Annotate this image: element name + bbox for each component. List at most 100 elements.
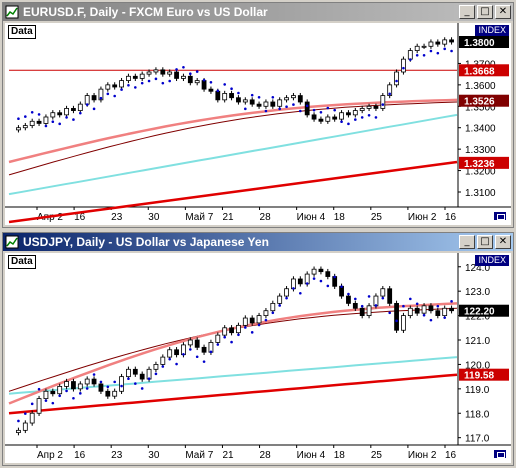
index-label[interactable]: INDEX [475, 255, 509, 266]
close-button[interactable]: ✕ [495, 235, 511, 249]
sar-dot [340, 120, 343, 124]
sar-dot [182, 352, 185, 356]
y-tick-label: 1.3300 [465, 145, 496, 156]
sar-dot [51, 120, 55, 124]
close-button[interactable]: ✕ [495, 5, 511, 19]
candle-body [311, 268, 317, 275]
data-label[interactable]: Data [8, 255, 36, 269]
sar-dot [354, 297, 357, 301]
candle-body [208, 88, 214, 92]
sar-dot [127, 377, 130, 381]
candle-body [421, 45, 427, 48]
eurusd-chart-area[interactable]: 1.31001.32001.33001.34001.35001.36001.37… [5, 23, 511, 225]
sar-dot [422, 313, 426, 317]
sar-dot [51, 401, 55, 405]
sar-dot [312, 108, 316, 112]
sar-dot [209, 350, 213, 354]
candle-body [236, 324, 241, 334]
price-label-text: 119.58 [464, 371, 494, 382]
candle-body [160, 356, 166, 365]
sar-dot [134, 382, 137, 385]
usdjpy-chart-area[interactable]: 117.0 118.0 119.0 120.0 121.0 122.0 123.0 124.0… [5, 253, 511, 463]
x-tick-label: 30 [148, 212, 160, 223]
x-tick-label: 23 [111, 450, 123, 461]
candle-body [119, 376, 124, 392]
sar-dot [182, 65, 185, 69]
usdjpy-chart-window[interactable]: USDJPY, Daily - US Dollar vs Japanese Ye… [2, 232, 514, 466]
maximize-button[interactable]: □ [477, 235, 493, 249]
usdjpy-chart-svg[interactable]: 117.0 118.0 119.0 120.0 121.0 122.0 123.0 124.0… [5, 253, 511, 463]
candle-body [181, 75, 186, 79]
candle-body [194, 339, 200, 348]
sar-dot [79, 392, 82, 395]
window-title: EURUSD.F, Daily - FXCM Euro vs US Dollar [23, 5, 268, 19]
candle-body [449, 39, 454, 43]
y-tick-label: 124.0 [465, 263, 490, 274]
sar-dot [264, 109, 268, 113]
sar-dot [374, 116, 378, 119]
eurusd-chart-window[interactable]: EURUSD.F, Daily - FXCM Euro vs US Dollar… [2, 2, 514, 228]
sar-dot [450, 49, 453, 53]
sar-dot [189, 348, 192, 351]
sar-dot [154, 372, 158, 376]
candle-body [339, 112, 344, 120]
candle-body [325, 271, 331, 277]
y-tick-label: 119.0 [465, 385, 490, 396]
candle-body [428, 41, 434, 47]
x-tick-label: 28 [260, 450, 272, 461]
x-tick-label: 25 [371, 212, 383, 223]
sar-dot [347, 292, 350, 296]
scroll-icon[interactable] [493, 211, 507, 221]
sar-dot [147, 377, 151, 381]
sar-dot [367, 295, 371, 298]
candle-body [98, 383, 104, 392]
sar-dot [429, 318, 433, 322]
sar-dot [278, 304, 281, 307]
maximize-button[interactable]: □ [477, 5, 493, 19]
candle-body [359, 108, 365, 111]
x-tick-label: 18 [334, 450, 346, 461]
sar-dot [409, 58, 412, 61]
candle-body [256, 103, 262, 107]
candle-body [366, 105, 372, 109]
index-label[interactable]: INDEX [475, 25, 509, 36]
candle-body [249, 317, 255, 324]
candle-body [167, 349, 173, 358]
candle-body [16, 429, 21, 434]
candle-body [215, 90, 221, 101]
sar-dot [319, 110, 323, 114]
sar-dot [175, 362, 178, 366]
candle-body [291, 95, 296, 99]
scroll-icon[interactable] [493, 449, 507, 459]
sar-dot [202, 78, 206, 82]
x-tick-label: Май 7 [185, 212, 213, 223]
ma-red-line [8, 160, 458, 224]
candle-body [187, 75, 193, 84]
sar-dot [30, 110, 34, 114]
sar-dot [195, 70, 199, 73]
sar-dot [147, 79, 151, 83]
x-tick-label: 30 [148, 450, 160, 461]
candle-body [132, 75, 138, 79]
candle-body [394, 71, 399, 86]
y-tick-label: 1.3100 [465, 188, 496, 199]
candle-body [401, 315, 406, 331]
y-tick-label: 1.3500 [465, 102, 496, 113]
usdjpy-title-bar[interactable]: USDJPY, Daily - US Dollar vs Japanese Ye… [3, 233, 513, 251]
minimize-button[interactable]: _ [459, 5, 475, 19]
sar-dot [250, 331, 254, 334]
sar-dot [292, 103, 295, 106]
eurusd-title-bar[interactable]: EURUSD.F, Daily - FXCM Euro vs US Dollar… [3, 3, 513, 21]
price-label-text: 1.3526 [464, 97, 495, 108]
data-label[interactable]: Data [8, 25, 36, 39]
sar-dot [360, 304, 364, 308]
sar-dot [374, 304, 378, 307]
candle-body [352, 110, 358, 116]
candle-body [442, 307, 448, 316]
minimize-button[interactable]: _ [459, 235, 475, 249]
sar-dot [195, 355, 199, 359]
candle-body [373, 105, 379, 109]
candle-body [407, 50, 413, 60]
eurusd-chart-svg[interactable]: 1.31001.32001.33001.34001.35001.36001.37… [5, 23, 511, 225]
candle-body [297, 95, 303, 103]
